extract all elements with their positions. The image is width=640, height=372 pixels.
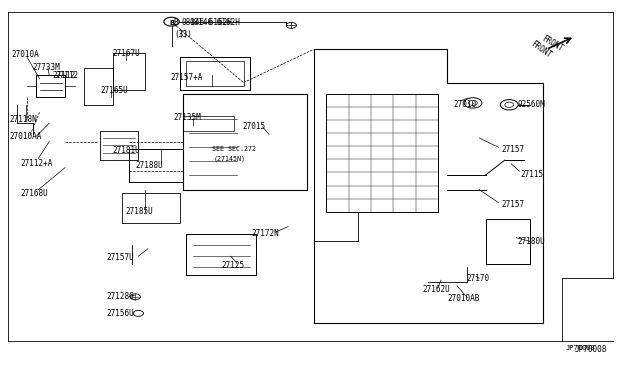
Bar — [186, 61, 244, 86]
Text: 27115: 27115 — [521, 170, 544, 179]
Text: 27188U: 27188U — [135, 161, 163, 170]
Text: JP70008: JP70008 — [565, 346, 595, 352]
Text: SEE SEC.272: SEE SEC.272 — [212, 146, 255, 152]
Text: B: B — [173, 18, 178, 27]
Text: 27112: 27112 — [56, 71, 79, 80]
Text: 27157+A: 27157+A — [170, 73, 203, 81]
Text: 27180U: 27180U — [518, 237, 545, 246]
Text: 27010A: 27010A — [11, 51, 38, 60]
Bar — [326, 94, 438, 212]
Text: JP70008: JP70008 — [575, 345, 607, 354]
Text: 27167U: 27167U — [113, 49, 141, 58]
Text: 08146-6162H: 08146-6162H — [181, 18, 232, 27]
Text: (27145N): (27145N) — [214, 155, 246, 161]
Text: B: B — [169, 20, 174, 26]
Text: FRONT: FRONT — [540, 34, 564, 54]
Text: 27118N: 27118N — [9, 115, 36, 124]
Text: 27128G: 27128G — [106, 292, 134, 301]
Text: 27185U: 27185U — [125, 207, 154, 217]
Text: 27157U: 27157U — [106, 253, 134, 263]
Text: 27172N: 27172N — [252, 230, 280, 238]
Text: 27125: 27125 — [221, 261, 244, 270]
Text: 27010AA: 27010AA — [9, 132, 42, 141]
Text: 27135M: 27135M — [173, 113, 201, 122]
Text: 27165U: 27165U — [100, 86, 128, 94]
Text: 27015: 27015 — [243, 122, 266, 131]
Text: 27010: 27010 — [454, 100, 477, 109]
Text: 92560M: 92560M — [518, 100, 545, 109]
Text: 27181U: 27181U — [113, 147, 141, 155]
Text: (3): (3) — [179, 30, 193, 39]
Text: 27157: 27157 — [502, 145, 525, 154]
Text: 27162U: 27162U — [422, 285, 450, 294]
Text: 27168U: 27168U — [20, 189, 48, 198]
Text: 27170: 27170 — [467, 274, 490, 283]
Text: 08146-6162H: 08146-6162H — [189, 18, 240, 27]
Text: 27010AB: 27010AB — [447, 294, 480, 303]
Text: 27156U: 27156U — [106, 309, 134, 318]
Bar — [486, 219, 531, 263]
Text: FRONT: FRONT — [529, 39, 553, 60]
Text: 27733M: 27733M — [32, 63, 60, 72]
Text: 27112: 27112 — [52, 71, 76, 80]
Text: 27112+A: 27112+A — [20, 159, 53, 169]
Text: 27157: 27157 — [502, 200, 525, 209]
Text: (3): (3) — [174, 30, 188, 39]
Bar — [183, 116, 234, 131]
